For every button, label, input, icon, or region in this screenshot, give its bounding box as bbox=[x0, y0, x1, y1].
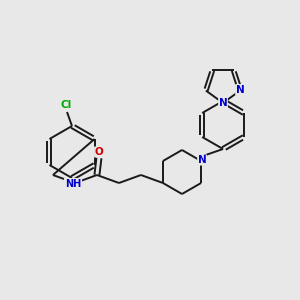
Text: Cl: Cl bbox=[60, 100, 72, 110]
Text: O: O bbox=[94, 147, 103, 157]
Text: N: N bbox=[219, 98, 227, 108]
Text: N: N bbox=[198, 155, 206, 165]
Text: NH: NH bbox=[65, 179, 81, 189]
Text: N: N bbox=[236, 85, 244, 94]
